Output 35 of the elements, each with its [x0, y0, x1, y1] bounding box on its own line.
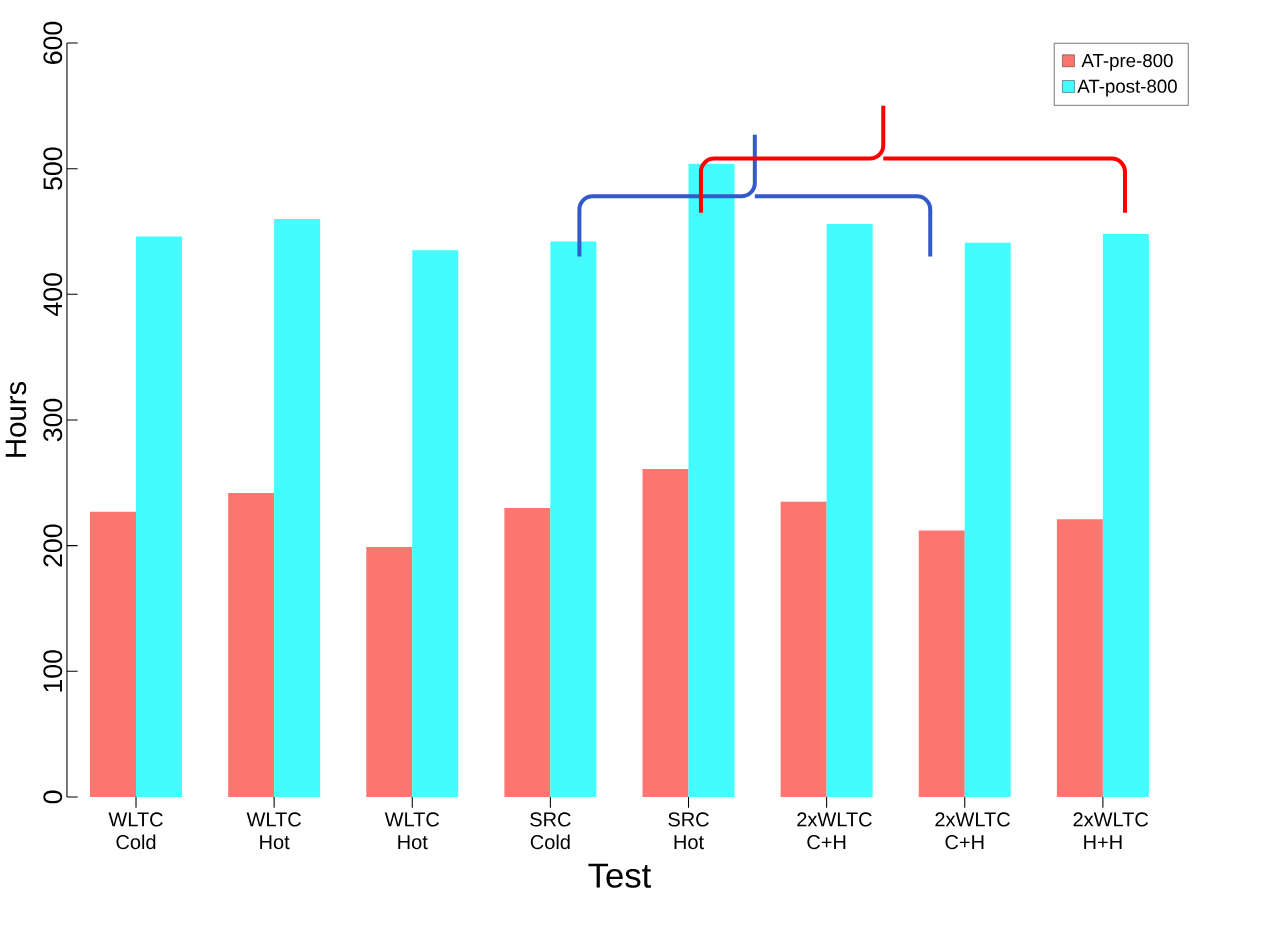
bar	[136, 236, 183, 797]
bar	[90, 511, 137, 797]
bar	[550, 241, 597, 797]
y-tick-label: 600	[43, 21, 63, 64]
x-tick-label: SRC Hot	[668, 812, 709, 850]
bar	[964, 242, 1011, 797]
bar	[228, 492, 275, 797]
x-tick-label: 2xWLTC C+H	[935, 812, 1010, 850]
x-axis-title: Test	[588, 863, 652, 888]
bar	[826, 223, 873, 797]
bar	[780, 501, 827, 797]
bar	[918, 530, 965, 797]
legend-label: AT-pre-800	[1081, 53, 1173, 71]
y-tick-label: 300	[43, 398, 63, 442]
y-tick-label: 200	[43, 524, 63, 567]
bar	[688, 163, 735, 797]
y-tick-label: 500	[43, 147, 63, 190]
x-tick-label: WLTC Hot	[384, 812, 440, 850]
bar	[642, 469, 689, 797]
x-tick-label: 2xWLTC C+H	[797, 812, 872, 850]
bar	[1102, 234, 1149, 797]
y-axis-title: Hours	[5, 381, 27, 457]
bar	[274, 218, 321, 797]
y-tick-label: 100	[43, 650, 63, 692]
x-tick-label: SRC Cold	[530, 812, 571, 850]
y-tick-label: 400	[43, 273, 63, 316]
bar	[412, 250, 459, 797]
bar	[1056, 519, 1103, 797]
x-tick-label: WLTC Cold	[108, 812, 163, 850]
x-tick-label: WLTC Hot	[246, 812, 301, 850]
legend-label: AT-post-800	[1077, 79, 1177, 97]
bar	[366, 546, 413, 797]
bar	[504, 507, 551, 797]
y-tick-label: 0	[43, 790, 63, 804]
x-tick-label: 2xWLTC H+H	[1073, 812, 1149, 849]
